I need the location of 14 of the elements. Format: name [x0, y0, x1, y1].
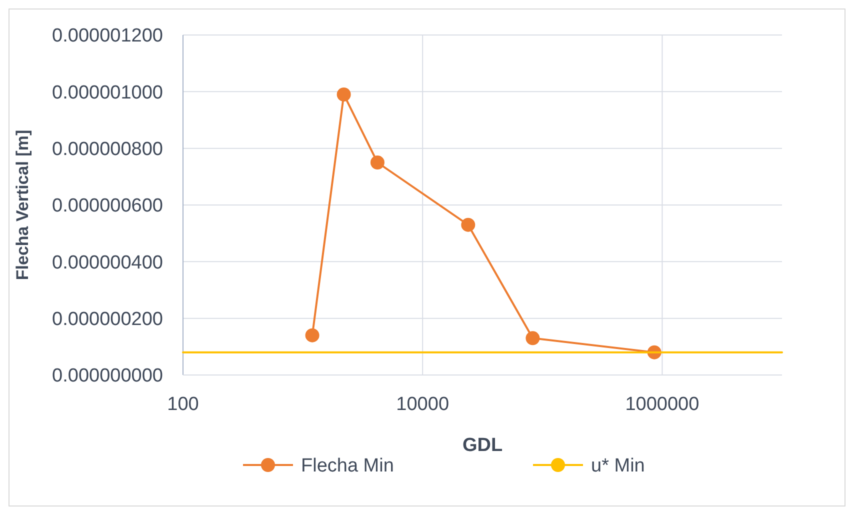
x-axis-title: GDL	[462, 435, 503, 456]
y-axis-title: Flecha Vertical [m]	[13, 130, 32, 280]
x-tick-label: 100	[167, 394, 199, 415]
legend-label: Flecha Min	[301, 456, 394, 477]
y-tick-label: 0.000001000	[52, 82, 163, 104]
y-tick-label: 0.000000800	[52, 138, 163, 160]
y-tick-label: 0.000000200	[52, 308, 163, 330]
legend-label: u* Min	[591, 456, 645, 477]
y-tick-label: 0.000001200	[52, 26, 163, 47]
y-tick-label: 0.000000000	[52, 366, 163, 387]
x-tick-label: 10000	[396, 394, 450, 415]
y-tick-label: 0.000000400	[52, 252, 163, 274]
x-tick-label: 1000000	[625, 394, 700, 415]
y-tick-label: 0.000000600	[52, 196, 163, 217]
